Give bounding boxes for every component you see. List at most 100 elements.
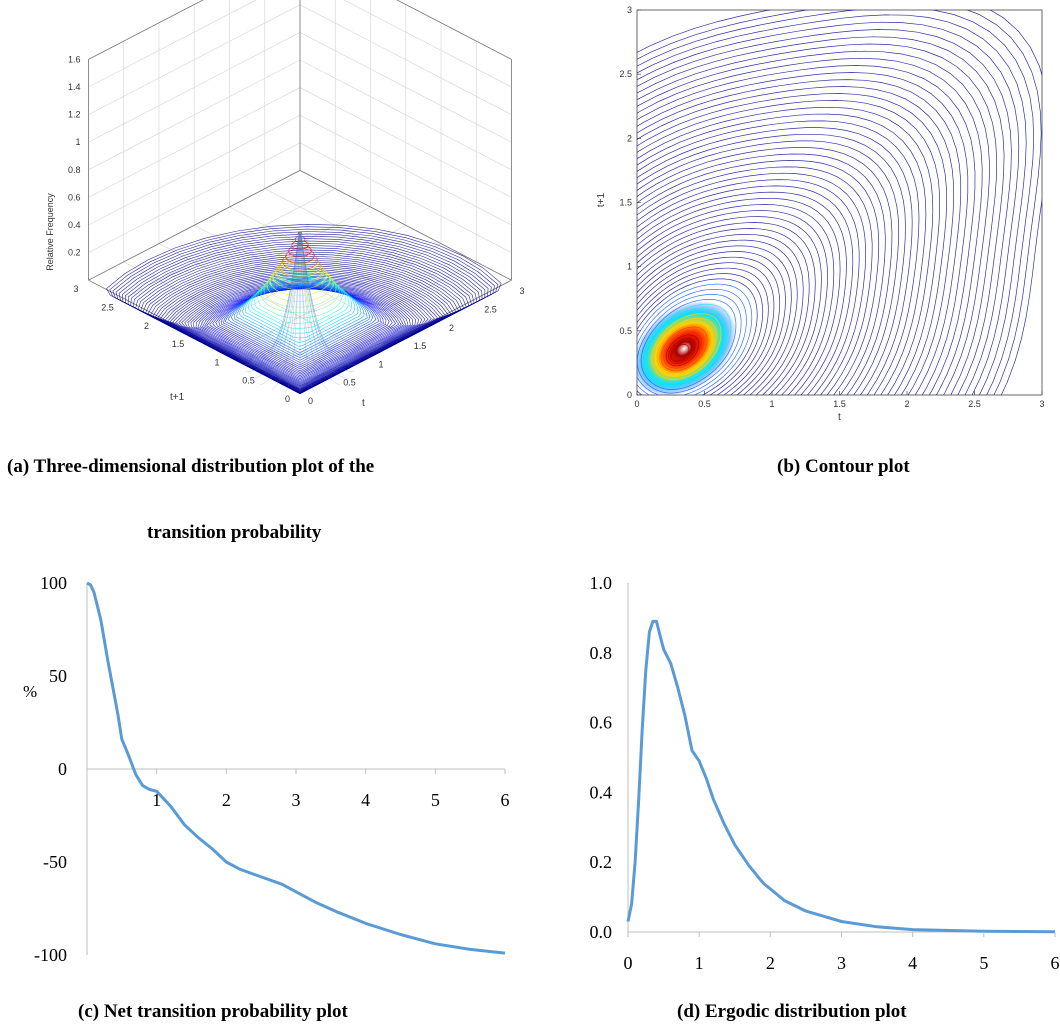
b-y-tick-label: 0 bbox=[627, 390, 632, 400]
b-contour-line bbox=[637, 273, 764, 395]
a-x-tick-label: 1.5 bbox=[414, 341, 427, 351]
b-ylabel: t+1 bbox=[596, 192, 607, 207]
a-surface-ring bbox=[239, 283, 362, 347]
a-surface-ring bbox=[260, 271, 340, 314]
c-x-tick-label: 1 bbox=[152, 790, 161, 810]
a-surface-ring bbox=[251, 277, 349, 329]
a-x-tick-label: 0 bbox=[308, 396, 313, 406]
d-y-tick-label: 0.4 bbox=[590, 782, 613, 802]
b-contour-line bbox=[637, 29, 1012, 395]
b-contour-line bbox=[637, 256, 781, 395]
a-y-tick-label: 1.5 bbox=[172, 339, 185, 349]
a-surface-ring bbox=[254, 275, 346, 324]
a-surface-ring bbox=[181, 279, 423, 387]
d-x-tick-label: 1 bbox=[695, 953, 704, 973]
b-contour-line bbox=[637, 179, 860, 395]
a-surface-ring bbox=[169, 274, 435, 390]
a-y-tick-label: 1 bbox=[214, 357, 219, 367]
b-contour-line bbox=[637, 191, 847, 395]
d-y-tick-label: 0.0 bbox=[590, 922, 613, 942]
b-x-tick-label: 1.5 bbox=[833, 399, 846, 409]
d-series-line bbox=[626, 619, 1056, 934]
a-surface-meridian bbox=[300, 233, 315, 393]
b-contour-line bbox=[637, 210, 828, 395]
b-y-tick-label: 1.5 bbox=[619, 198, 632, 208]
b-y-tick-label: 3 bbox=[627, 5, 632, 15]
a-x-tick-label: 1 bbox=[379, 359, 384, 369]
d-y-tick-label: 0.6 bbox=[590, 713, 613, 733]
a-surface-meridian bbox=[260, 233, 300, 386]
caption-b: (b) Contour plot bbox=[777, 456, 910, 477]
b-contour-line bbox=[637, 228, 810, 395]
b-contour-line bbox=[637, 10, 1042, 395]
d-x-tick-label: 6 bbox=[1051, 953, 1060, 973]
b-contour-line bbox=[640, 299, 737, 390]
b-contour-line bbox=[660, 326, 708, 372]
a-surface-meridian bbox=[271, 232, 300, 345]
d-x-tick-label: 4 bbox=[908, 953, 917, 973]
b-contour-line bbox=[637, 65, 976, 395]
b-contour-line bbox=[637, 166, 873, 395]
c-x-tick-label: 6 bbox=[501, 790, 510, 810]
a-surface-ring bbox=[184, 280, 420, 386]
b-contour-line bbox=[637, 185, 854, 395]
panel-c-line: 1 2 3 4 5 6 100 50 0 -50 -100 % bbox=[23, 573, 510, 965]
b-contour-line bbox=[637, 278, 758, 395]
a-surface-ring bbox=[167, 272, 439, 391]
d-y-ticks: 1.0 0.8 0.6 0.4 0.2 0.0 bbox=[590, 573, 613, 942]
b-contour-line bbox=[665, 334, 700, 367]
b-contour-line bbox=[651, 313, 722, 380]
a-surface-ring bbox=[282, 251, 318, 271]
a-surface-ring bbox=[297, 232, 303, 235]
a-z-tick-label: 1 bbox=[75, 137, 80, 147]
a-y-tick-label: 0.5 bbox=[242, 376, 255, 386]
b-x-tick-label: 1 bbox=[769, 399, 774, 409]
b-contour-line bbox=[671, 344, 690, 362]
b-contour-line bbox=[657, 322, 712, 374]
b-contour-line bbox=[637, 72, 969, 395]
c-x-tick-label: 4 bbox=[361, 790, 370, 810]
b-contour-line bbox=[637, 283, 753, 395]
c-x-tick-label: 3 bbox=[292, 790, 301, 810]
b-xlabel: t bbox=[838, 412, 841, 423]
b-contour-line bbox=[637, 14, 1027, 395]
a-surface-meridian bbox=[260, 232, 300, 348]
a-surface-meridian bbox=[285, 233, 300, 393]
b-contours bbox=[637, 10, 1042, 395]
a-box-edge bbox=[299, 170, 512, 281]
a-z-tick-label: 1.6 bbox=[68, 54, 81, 64]
b-contour-line bbox=[637, 288, 747, 395]
b-contour-line bbox=[668, 338, 696, 365]
b-x-tick-label: 0 bbox=[634, 399, 639, 409]
b-contour-line bbox=[654, 317, 717, 377]
a-surface-ring bbox=[224, 287, 377, 361]
d-x-tick-label: 3 bbox=[837, 953, 846, 973]
c-series-line bbox=[86, 581, 506, 955]
a-surface-meridian bbox=[300, 233, 329, 390]
a-xlabel: t bbox=[362, 398, 365, 409]
b-x-tick-label: 2.5 bbox=[968, 399, 981, 409]
d-x-tick-label: 5 bbox=[979, 953, 988, 973]
b-contour-line bbox=[637, 113, 927, 395]
a-x-tick-label: 0.5 bbox=[343, 378, 356, 388]
a-z-tick-label: 0.6 bbox=[68, 192, 81, 202]
b-x-ticks: 0 0.5 1 1.5 2 2.5 3 bbox=[634, 391, 1045, 409]
b-contour-line bbox=[637, 106, 934, 395]
b-contour-line bbox=[637, 10, 1035, 395]
a-surface-meridian bbox=[300, 233, 354, 373]
b-contour-line bbox=[644, 303, 732, 387]
a-surface-ring bbox=[257, 273, 343, 319]
a-z-tick-label: 1.4 bbox=[68, 82, 81, 92]
b-contour-line bbox=[637, 160, 880, 395]
b-contour-line bbox=[637, 86, 955, 395]
a-x-tick-label: 2 bbox=[449, 323, 454, 333]
c-y-tick-label: 100 bbox=[40, 573, 67, 593]
a-surface-meridian bbox=[285, 232, 300, 342]
b-contour-line bbox=[647, 308, 727, 384]
a-ylabel: t+1 bbox=[170, 392, 185, 403]
c-x-ticks: 1 2 3 4 5 6 bbox=[152, 769, 510, 810]
d-y-tick-label: 0.8 bbox=[590, 643, 613, 663]
a-box-edge bbox=[396, 0, 512, 60]
caption-d: (d) Ergodic distribution plot bbox=[677, 1001, 907, 1022]
